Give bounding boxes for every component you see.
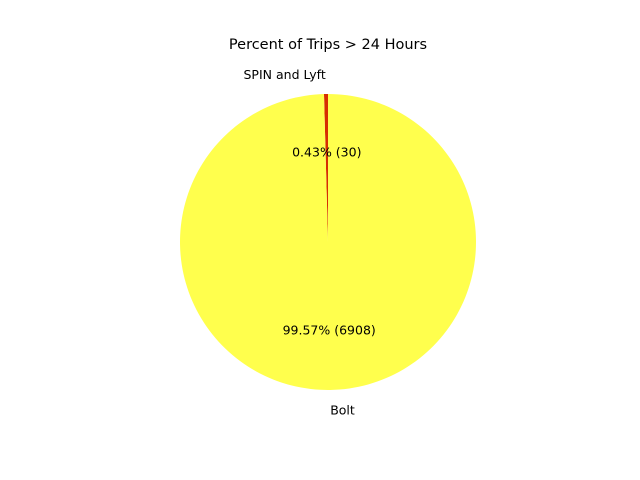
pie-labels: SPIN and Lyft 0.43% (30) Bolt 99.57% (6908) [244, 67, 376, 417]
pie-slice-spin-and-lyft [323, 94, 328, 242]
slice-label-spin-and-lyft: SPIN and Lyft [244, 67, 326, 82]
chart-title: Percent of Trips > 24 Hours [229, 37, 427, 53]
slice-percent-spin-and-lyft: 0.43% (30) [292, 145, 361, 160]
slice-percent-bolt: 99.57% (6908) [283, 322, 376, 337]
slice-label-bolt: Bolt [330, 402, 355, 417]
pie-slice-bolt [179, 94, 476, 391]
pie-slices [179, 94, 476, 391]
